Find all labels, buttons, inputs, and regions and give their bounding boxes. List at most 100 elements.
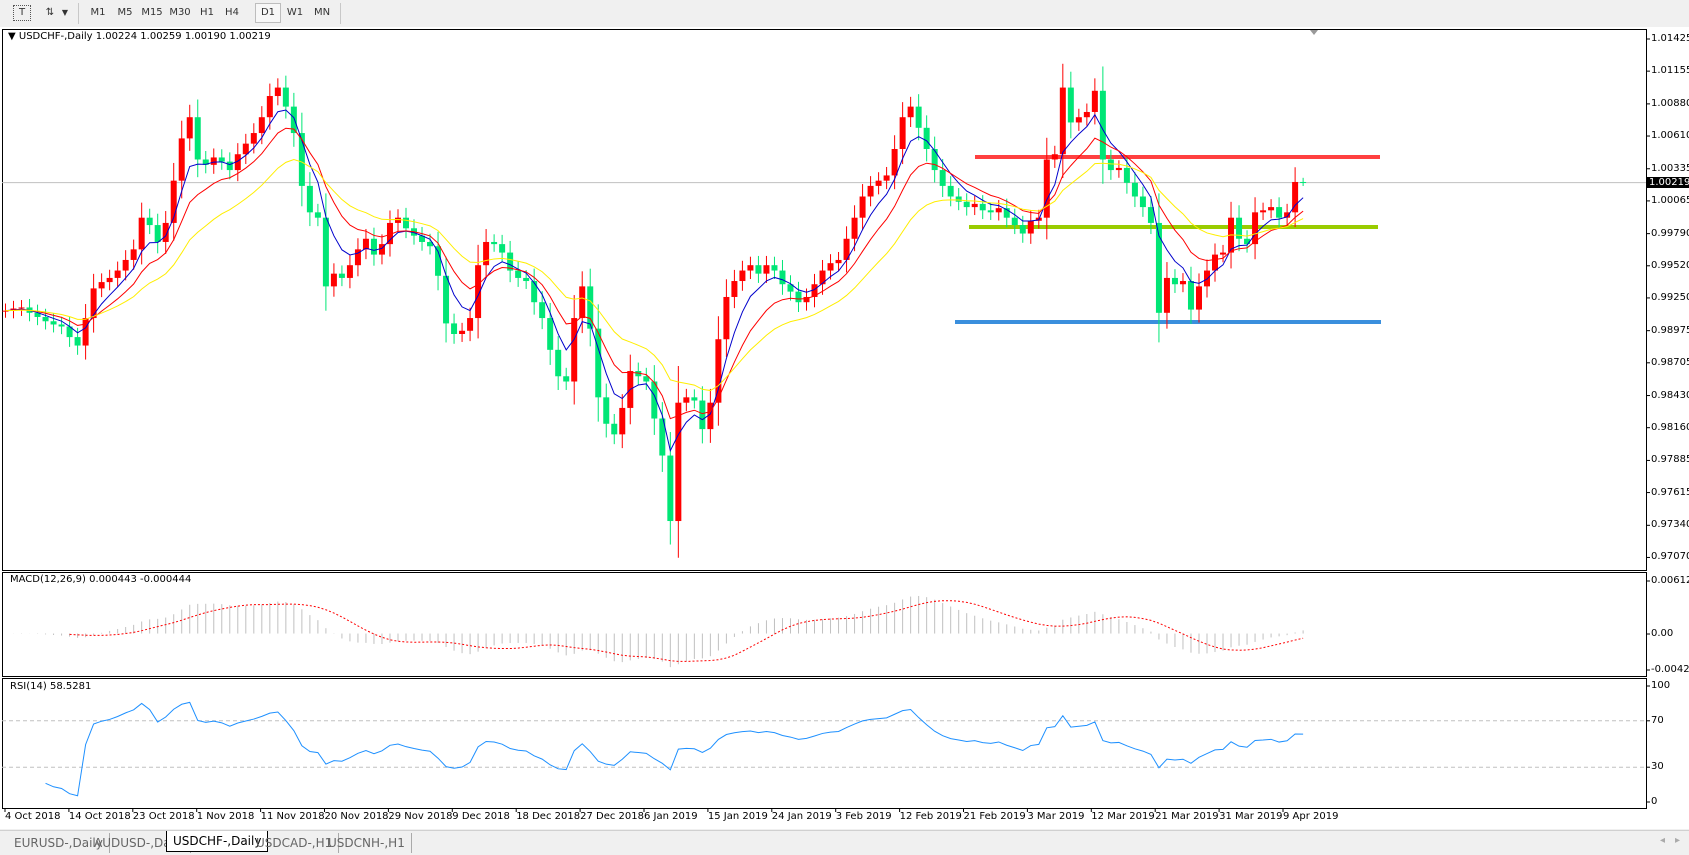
chart-tabs: EURUSD-,Daily AUDUSD-,Daily USDCHF-,Dail… xyxy=(0,830,1689,855)
date-tick-label: 31 Mar 2019 xyxy=(1219,811,1283,822)
candle-body xyxy=(1155,222,1162,313)
timeframe-h1[interactable]: H1 xyxy=(200,7,214,18)
rsi-line xyxy=(45,701,1304,797)
candle-body xyxy=(1131,182,1138,197)
candle-body xyxy=(971,203,978,208)
arrows-tool-icon[interactable]: ⇅ xyxy=(45,7,55,18)
candle-body xyxy=(499,244,506,253)
candle-body xyxy=(827,263,834,271)
chart-window[interactable] xyxy=(0,27,1689,829)
candle-body xyxy=(282,87,289,107)
tab-eurusd-daily[interactable]: EURUSD-,Daily xyxy=(8,833,110,853)
tab-usdchf-daily[interactable]: USDCHF-,Daily xyxy=(166,831,269,852)
timeframe-w1[interactable]: W1 xyxy=(286,7,304,18)
date-tick-label: 11 Nov 2018 xyxy=(260,811,325,822)
chart-shift-marker-icon xyxy=(1310,30,1318,35)
timeframe-h4[interactable]: H4 xyxy=(225,7,239,18)
tab-usdcad-h1[interactable]: USDCAD-,H1 xyxy=(250,833,340,853)
moving-average-line xyxy=(5,127,1304,420)
candle-body xyxy=(90,288,97,319)
timeframe-m1[interactable]: M1 xyxy=(90,7,106,18)
chart-header: ▼ USDCHF-,Daily 1.00224 1.00259 1.00190 … xyxy=(8,31,271,42)
candle-body xyxy=(1083,111,1090,118)
candle-body xyxy=(691,397,698,401)
candle-body xyxy=(643,376,650,382)
candle-body xyxy=(34,312,41,317)
candle-body xyxy=(1268,207,1275,211)
price-tick-label: 0.97340 xyxy=(1651,519,1689,531)
candle-body xyxy=(771,265,778,271)
candle-body xyxy=(667,455,674,522)
candle-body xyxy=(459,330,466,334)
timeframe-m5[interactable]: M5 xyxy=(117,7,133,18)
candle-body xyxy=(1252,212,1259,245)
timeframe-mn[interactable]: MN xyxy=(313,7,331,18)
candle-body xyxy=(290,106,297,134)
timeframe-m30[interactable]: M30 xyxy=(169,7,191,18)
macd-tick-label: 0.00 xyxy=(1651,628,1674,639)
price-tick-label: 0.97070 xyxy=(1651,551,1689,563)
candle-body xyxy=(755,265,762,274)
rsi-label: RSI(14) 58.5281 xyxy=(10,681,92,692)
candle-body xyxy=(683,397,690,403)
candle-body xyxy=(547,318,554,350)
text-tool-icon[interactable]: T xyxy=(13,5,31,21)
candle-body xyxy=(370,238,377,255)
candle-body xyxy=(419,235,426,242)
candle-body xyxy=(210,157,217,165)
candle-body xyxy=(675,402,682,522)
candle-body xyxy=(651,381,658,419)
candle-body xyxy=(122,259,129,271)
timeframe-d1[interactable]: D1 xyxy=(255,3,281,23)
candle-body xyxy=(763,265,770,274)
candle-body xyxy=(451,323,458,334)
candle-body xyxy=(266,96,273,118)
candle-body xyxy=(1027,220,1034,234)
date-tick-label: 3 Feb 2019 xyxy=(835,811,892,822)
candle-body xyxy=(386,222,393,245)
candle-body xyxy=(731,281,738,297)
candle-body xyxy=(1051,154,1058,160)
candle-body xyxy=(66,326,73,338)
candle-body xyxy=(354,249,361,266)
candle-body xyxy=(330,273,337,287)
candle-body xyxy=(242,143,249,155)
candle-body xyxy=(170,180,177,223)
date-tick-label: 12 Mar 2019 xyxy=(1091,811,1155,822)
candle-body xyxy=(1212,254,1219,271)
date-tick-label: 21 Mar 2019 xyxy=(1155,811,1219,822)
candle-body xyxy=(859,196,866,218)
candle-body xyxy=(467,318,474,331)
scroll-right-icon[interactable]: ▸ xyxy=(1675,835,1681,846)
candle-body xyxy=(787,284,794,292)
timeframe-m15[interactable]: M15 xyxy=(141,7,163,18)
candle-body xyxy=(923,127,930,149)
date-tick-label: 29 Nov 2018 xyxy=(388,811,453,822)
candle-body xyxy=(18,307,25,309)
candle-body xyxy=(483,241,490,266)
date-tick-label: 1 Nov 2018 xyxy=(196,811,255,822)
candle-body xyxy=(867,185,874,197)
date-tick-label: 23 Oct 2018 xyxy=(132,811,195,822)
date-tick-label: 6 Jan 2019 xyxy=(644,811,698,822)
candle-body xyxy=(891,149,898,176)
candle-body xyxy=(346,265,353,278)
dropdown-triangle-icon[interactable]: ▼ xyxy=(8,31,19,42)
rsi-panel xyxy=(2,678,1647,809)
price-tick-label: 1.00335 xyxy=(1651,162,1689,174)
price-tick-label: 1.00610 xyxy=(1651,130,1689,142)
candle-body xyxy=(571,318,578,382)
candle-body xyxy=(186,117,193,139)
macd-panel xyxy=(2,572,1647,677)
candle-body xyxy=(1171,277,1178,285)
current-price-label: 1.00219 xyxy=(1647,176,1689,188)
chevron-down-icon[interactable]: ▼ xyxy=(61,8,69,17)
tab-usdcnh-h1[interactable]: USDCNH-,H1 xyxy=(322,833,412,853)
scroll-left-icon[interactable]: ◂ xyxy=(1660,835,1666,846)
candle-body xyxy=(234,154,241,171)
candle-body xyxy=(475,265,482,319)
price-tick-label: 0.99250 xyxy=(1651,291,1689,303)
candle-body xyxy=(811,284,818,297)
rsi-tick-label: 0 xyxy=(1651,796,1658,807)
